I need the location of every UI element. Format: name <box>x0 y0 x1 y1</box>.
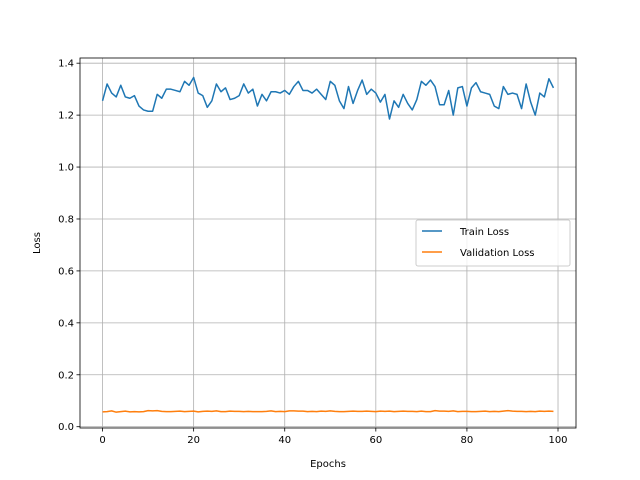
series-line-train-loss <box>101 76 555 120</box>
y-tick-label: 0.6 <box>58 266 74 277</box>
legend: Train Loss Validation Loss <box>415 219 571 267</box>
y-tick-label: 1.2 <box>58 111 74 122</box>
series-line-validation-loss <box>102 409 554 413</box>
grid-lines <box>80 58 576 428</box>
x-axis-label: Epochs <box>310 459 346 470</box>
x-tick-label: 60 <box>369 435 382 446</box>
y-tick-label: 0.8 <box>58 214 74 225</box>
y-axis-ticks: 0.0 0.2 0.4 0.6 0.8 1.0 1.2 1.4 <box>58 59 80 433</box>
legend-box <box>415 219 571 267</box>
legend-label-train-loss: Train Loss <box>459 227 509 238</box>
x-tick-label: 80 <box>461 435 474 446</box>
y-tick-label: 1.4 <box>58 59 74 70</box>
x-tick-label: 100 <box>548 435 567 446</box>
x-tick-label: 40 <box>278 435 291 446</box>
x-axis-ticks: 0 20 40 60 80 100 <box>99 428 568 446</box>
y-tick-label: 0.0 <box>58 422 74 433</box>
y-tick-label: 0.4 <box>58 318 74 329</box>
y-tick-label: 0.2 <box>58 370 74 381</box>
legend-label-validation-loss: Validation Loss <box>460 248 535 259</box>
y-tick-label: 1.0 <box>58 163 74 174</box>
x-tick-label: 20 <box>187 435 200 446</box>
plot-frame <box>79 57 577 429</box>
x-tick-label: 0 <box>99 435 105 446</box>
y-axis-label: Loss <box>32 232 43 254</box>
series-layer <box>101 76 555 413</box>
